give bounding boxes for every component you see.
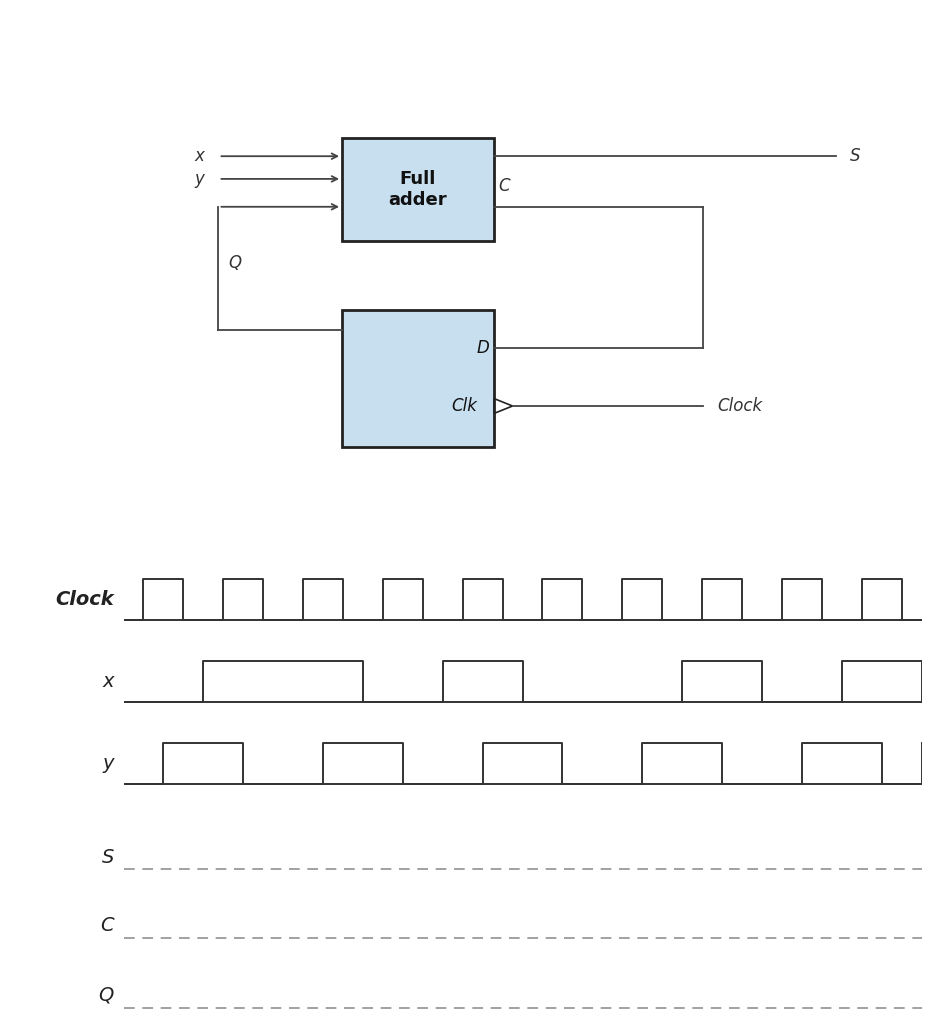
Text: Clock: Clock — [55, 590, 114, 609]
Text: y: y — [195, 170, 204, 188]
Text: S: S — [102, 848, 114, 866]
Text: Clk: Clk — [451, 397, 477, 415]
Text: y: y — [103, 754, 114, 773]
Bar — [342, 309, 494, 447]
Text: Q: Q — [99, 986, 114, 1005]
Text: Q: Q — [228, 254, 241, 271]
Text: S: S — [850, 147, 861, 165]
Text: Full
adder: Full adder — [389, 170, 447, 209]
Bar — [342, 137, 494, 241]
Text: Clock: Clock — [717, 397, 762, 415]
Text: x: x — [103, 672, 114, 691]
Text: C: C — [499, 177, 510, 196]
Text: D: D — [477, 339, 489, 357]
Text: C: C — [101, 916, 114, 935]
Text: x: x — [195, 147, 204, 165]
